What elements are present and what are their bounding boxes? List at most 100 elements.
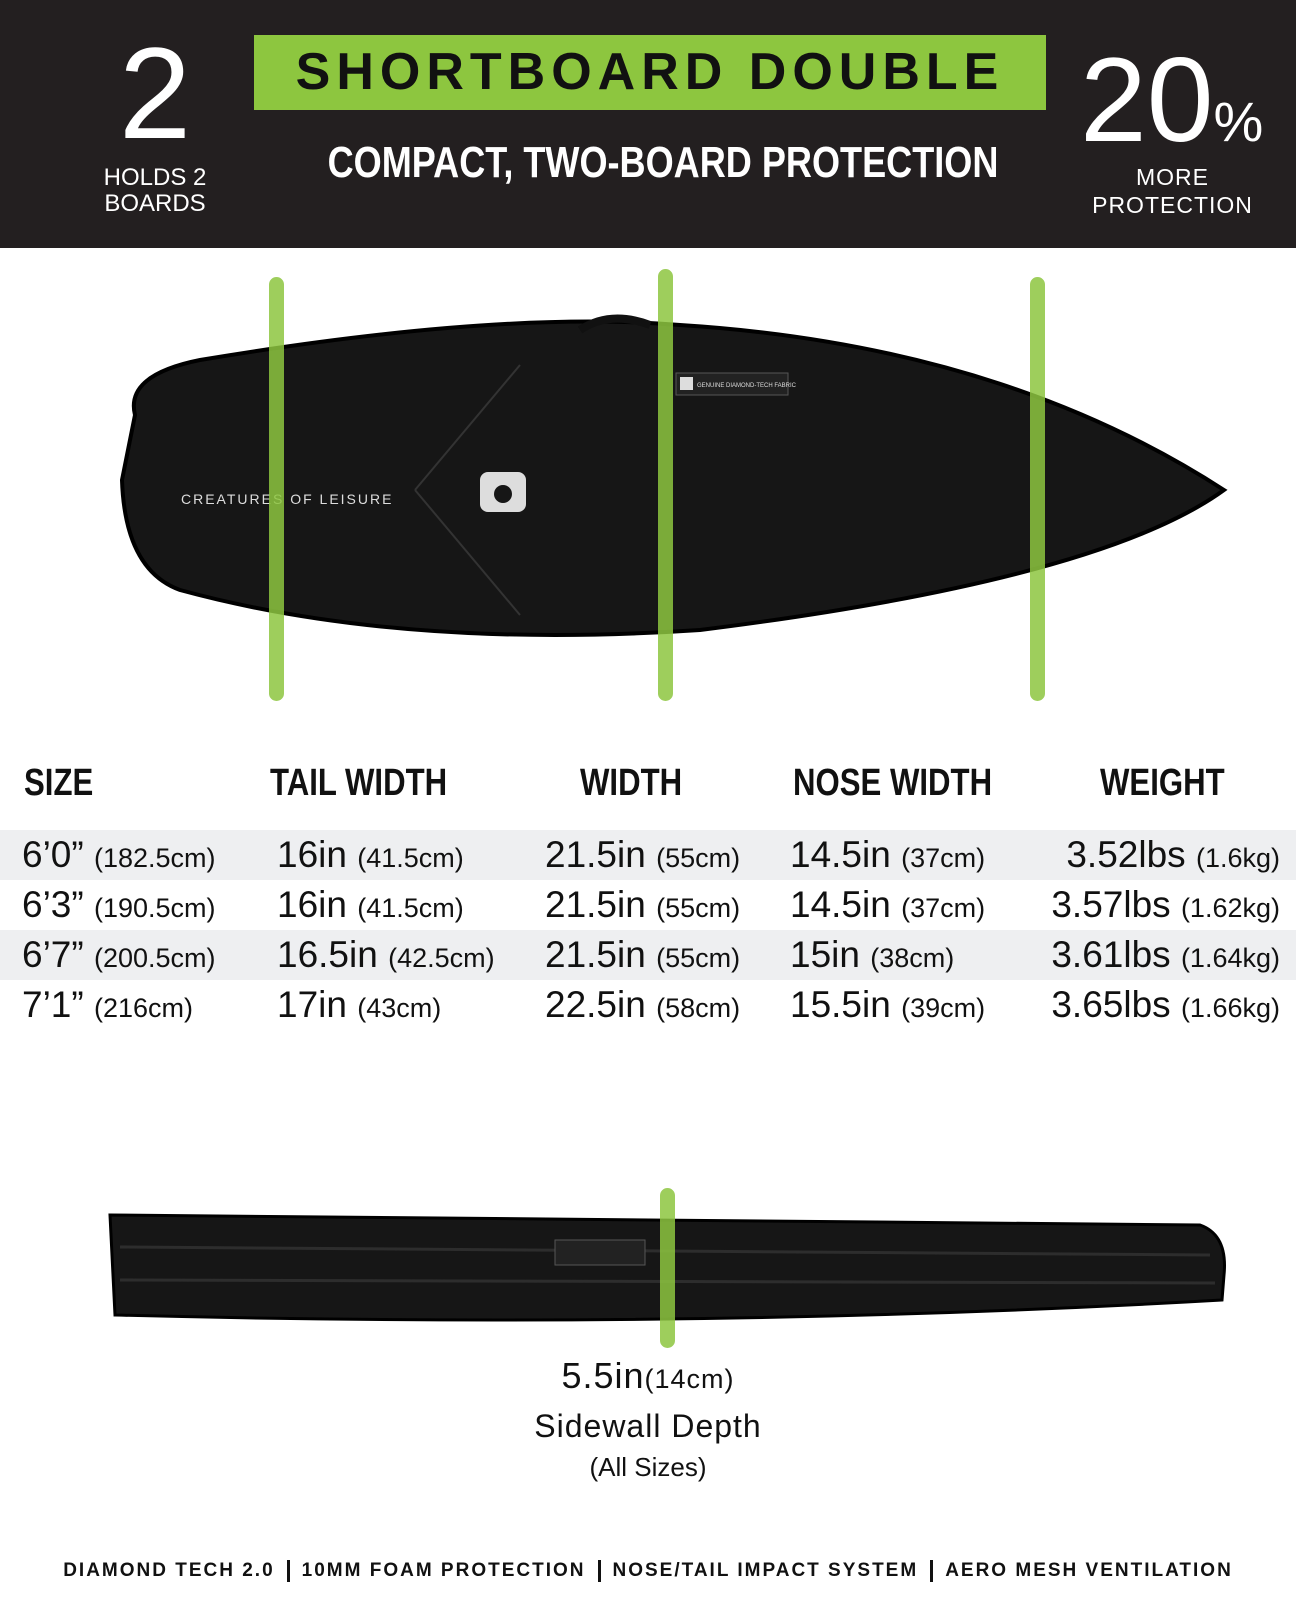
percent-sign: % <box>1213 90 1264 153</box>
table-cell: 14.5in (37cm) <box>790 884 985 926</box>
cell-imperial: 16.5in <box>277 934 378 975</box>
table-row: 6’7” (200.5cm) 16.5in (42.5cm) 21.5in (55c… <box>0 930 1296 980</box>
divider <box>286 1560 290 1582</box>
cell-imperial: 6’0” <box>22 834 84 875</box>
cell-metric: (41.5cm) <box>357 893 464 923</box>
table-cell: 16in (41.5cm) <box>277 834 464 876</box>
board-bag-side-view <box>108 1213 1226 1322</box>
cell-metric: (200.5cm) <box>93 943 216 973</box>
sidewall-in: 5.5in <box>561 1355 645 1396</box>
cell-imperial: 3.57lbs <box>1051 884 1171 925</box>
subtitle-text: COMPACT, TWO-BOARD PROTECTION <box>327 138 999 187</box>
table-cell: 15.5in (39cm) <box>790 984 985 1026</box>
protection-label: MORE PROTECTION <box>1085 163 1260 219</box>
cell-imperial: 3.52lbs <box>1066 834 1186 875</box>
percent-value: 20 <box>1080 33 1214 167</box>
cell-imperial: 3.65lbs <box>1051 984 1171 1025</box>
cell-metric: (38cm) <box>870 943 955 973</box>
sidewall-value: 5.5in(14cm) <box>0 1355 1296 1397</box>
table-cell: 3.52lbs (1.6kg) <box>1066 834 1280 876</box>
table-cell: 16.5in (42.5cm) <box>277 934 495 976</box>
board-count: 2 <box>118 20 192 166</box>
cell-metric: (37cm) <box>901 843 986 873</box>
protection-percent: 20% <box>1080 40 1263 182</box>
cell-imperial: 22.5in <box>545 984 646 1025</box>
header-text: WIDTH <box>580 762 683 804</box>
table-cell: 3.61lbs (1.64kg) <box>1051 934 1280 976</box>
cell-metric: (1.66kg) <box>1180 993 1280 1023</box>
table-cell: 14.5in (37cm) <box>790 834 985 876</box>
table-cell: 3.57lbs (1.62kg) <box>1051 884 1280 926</box>
feature-item: NOSE/TAIL IMPACT SYSTEM <box>612 1560 919 1582</box>
label-line: PROTECTION <box>1092 192 1253 218</box>
label-line: HOLDS 2 <box>103 164 207 191</box>
label-line: MORE <box>1136 164 1209 190</box>
cell-imperial: 16in <box>277 884 347 925</box>
sidewall-cm: (14cm) <box>644 1364 735 1394</box>
fabric-tag-text: GENUINE DIAMOND-TECH FABRIC <box>697 383 797 389</box>
table-row: 7’1” (216cm) 17in (43cm) 22.5in (58cm) 15.5… <box>0 980 1296 1030</box>
cell-metric: (58cm) <box>656 993 741 1023</box>
table-cell: 22.5in (58cm) <box>545 984 740 1026</box>
cell-metric: (55cm) <box>656 843 741 873</box>
header-banner: 2 HOLDS 2 BOARDS SHORTBOARD DOUBLE COMPAC… <box>0 0 1296 248</box>
cell-metric: (190.5cm) <box>93 893 216 923</box>
col-header-size: SIZE <box>24 762 108 805</box>
col-header-width: WIDTH <box>580 762 705 805</box>
feature-item: AERO MESH VENTILATION <box>945 1560 1233 1582</box>
feature-list: DIAMOND TECH 2.0 10MM FOAM PROTECTION NOSE… <box>0 1560 1296 1582</box>
cell-metric: (39cm) <box>901 993 986 1023</box>
cell-imperial: 21.5in <box>545 834 646 875</box>
cell-metric: (182.5cm) <box>93 843 216 873</box>
feature-item: DIAMOND TECH 2.0 <box>63 1560 275 1582</box>
table-cell: 6’0” (182.5cm) <box>22 834 216 876</box>
cell-imperial: 6’3” <box>22 884 84 925</box>
table-cell: 21.5in (55cm) <box>545 934 740 976</box>
brand-text: CREATURES OF LEISURE <box>181 491 393 507</box>
col-header-weight: WEIGHT <box>1100 762 1252 805</box>
cell-metric: (55cm) <box>656 893 741 923</box>
header-text: SIZE <box>24 762 94 804</box>
cell-metric: (1.64kg) <box>1180 943 1280 973</box>
cell-metric: (43cm) <box>357 993 442 1023</box>
fabric-tag <box>675 372 789 396</box>
cell-metric: (37cm) <box>901 893 986 923</box>
label-line: BOARDS <box>104 190 206 217</box>
col-header-tail-width: TAIL WIDTH <box>270 762 486 805</box>
product-subtitle: COMPACT, TWO-BOARD PROTECTION <box>254 138 1046 188</box>
cell-imperial: 14.5in <box>790 834 891 875</box>
divider <box>930 1560 934 1582</box>
tail-width-marker <box>269 277 284 701</box>
table-cell: 6’3” (190.5cm) <box>22 884 216 926</box>
cell-imperial: 16in <box>277 834 347 875</box>
brand-logo-icon <box>480 472 526 512</box>
side-tag <box>554 1239 646 1266</box>
table-row: 6’3” (190.5cm) 16in (41.5cm) 21.5in (55cm)… <box>0 880 1296 930</box>
table-cell: 15in (38cm) <box>790 934 954 976</box>
header-text: NOSE WIDTH <box>793 762 993 804</box>
cell-metric: (42.5cm) <box>388 943 495 973</box>
feature-item: 10MM FOAM PROTECTION <box>301 1560 586 1582</box>
sidewall-marker <box>660 1188 675 1348</box>
cell-metric: (1.62kg) <box>1180 893 1280 923</box>
cell-imperial: 7’1” <box>22 984 84 1025</box>
table-cell: 3.65lbs (1.66kg) <box>1051 984 1280 1026</box>
cell-metric: (55cm) <box>656 943 741 973</box>
table-cell: 21.5in (55cm) <box>545 884 740 926</box>
board-bag-top-view: CREATURES OF LEISURE GENUINE DIAMOND-TEC… <box>119 314 1228 637</box>
sidewall-note: (All Sizes) <box>589 1452 707 1482</box>
cell-imperial: 15.5in <box>790 984 891 1025</box>
nose-width-marker <box>1030 277 1045 701</box>
sidewall-label: Sidewall Depth <box>534 1408 762 1444</box>
header-text: TAIL WIDTH <box>270 762 448 804</box>
col-header-nose-width: NOSE WIDTH <box>793 762 1036 805</box>
cell-imperial: 21.5in <box>545 884 646 925</box>
table-cell: 7’1” (216cm) <box>22 984 193 1026</box>
cell-metric: (216cm) <box>93 993 194 1023</box>
product-title: SHORTBOARD DOUBLE <box>254 35 1046 110</box>
cell-imperial: 3.61lbs <box>1051 934 1171 975</box>
header-text: WEIGHT <box>1100 762 1225 804</box>
cell-imperial: 6’7” <box>22 934 84 975</box>
cell-imperial: 17in <box>277 984 347 1025</box>
divider <box>597 1560 601 1582</box>
